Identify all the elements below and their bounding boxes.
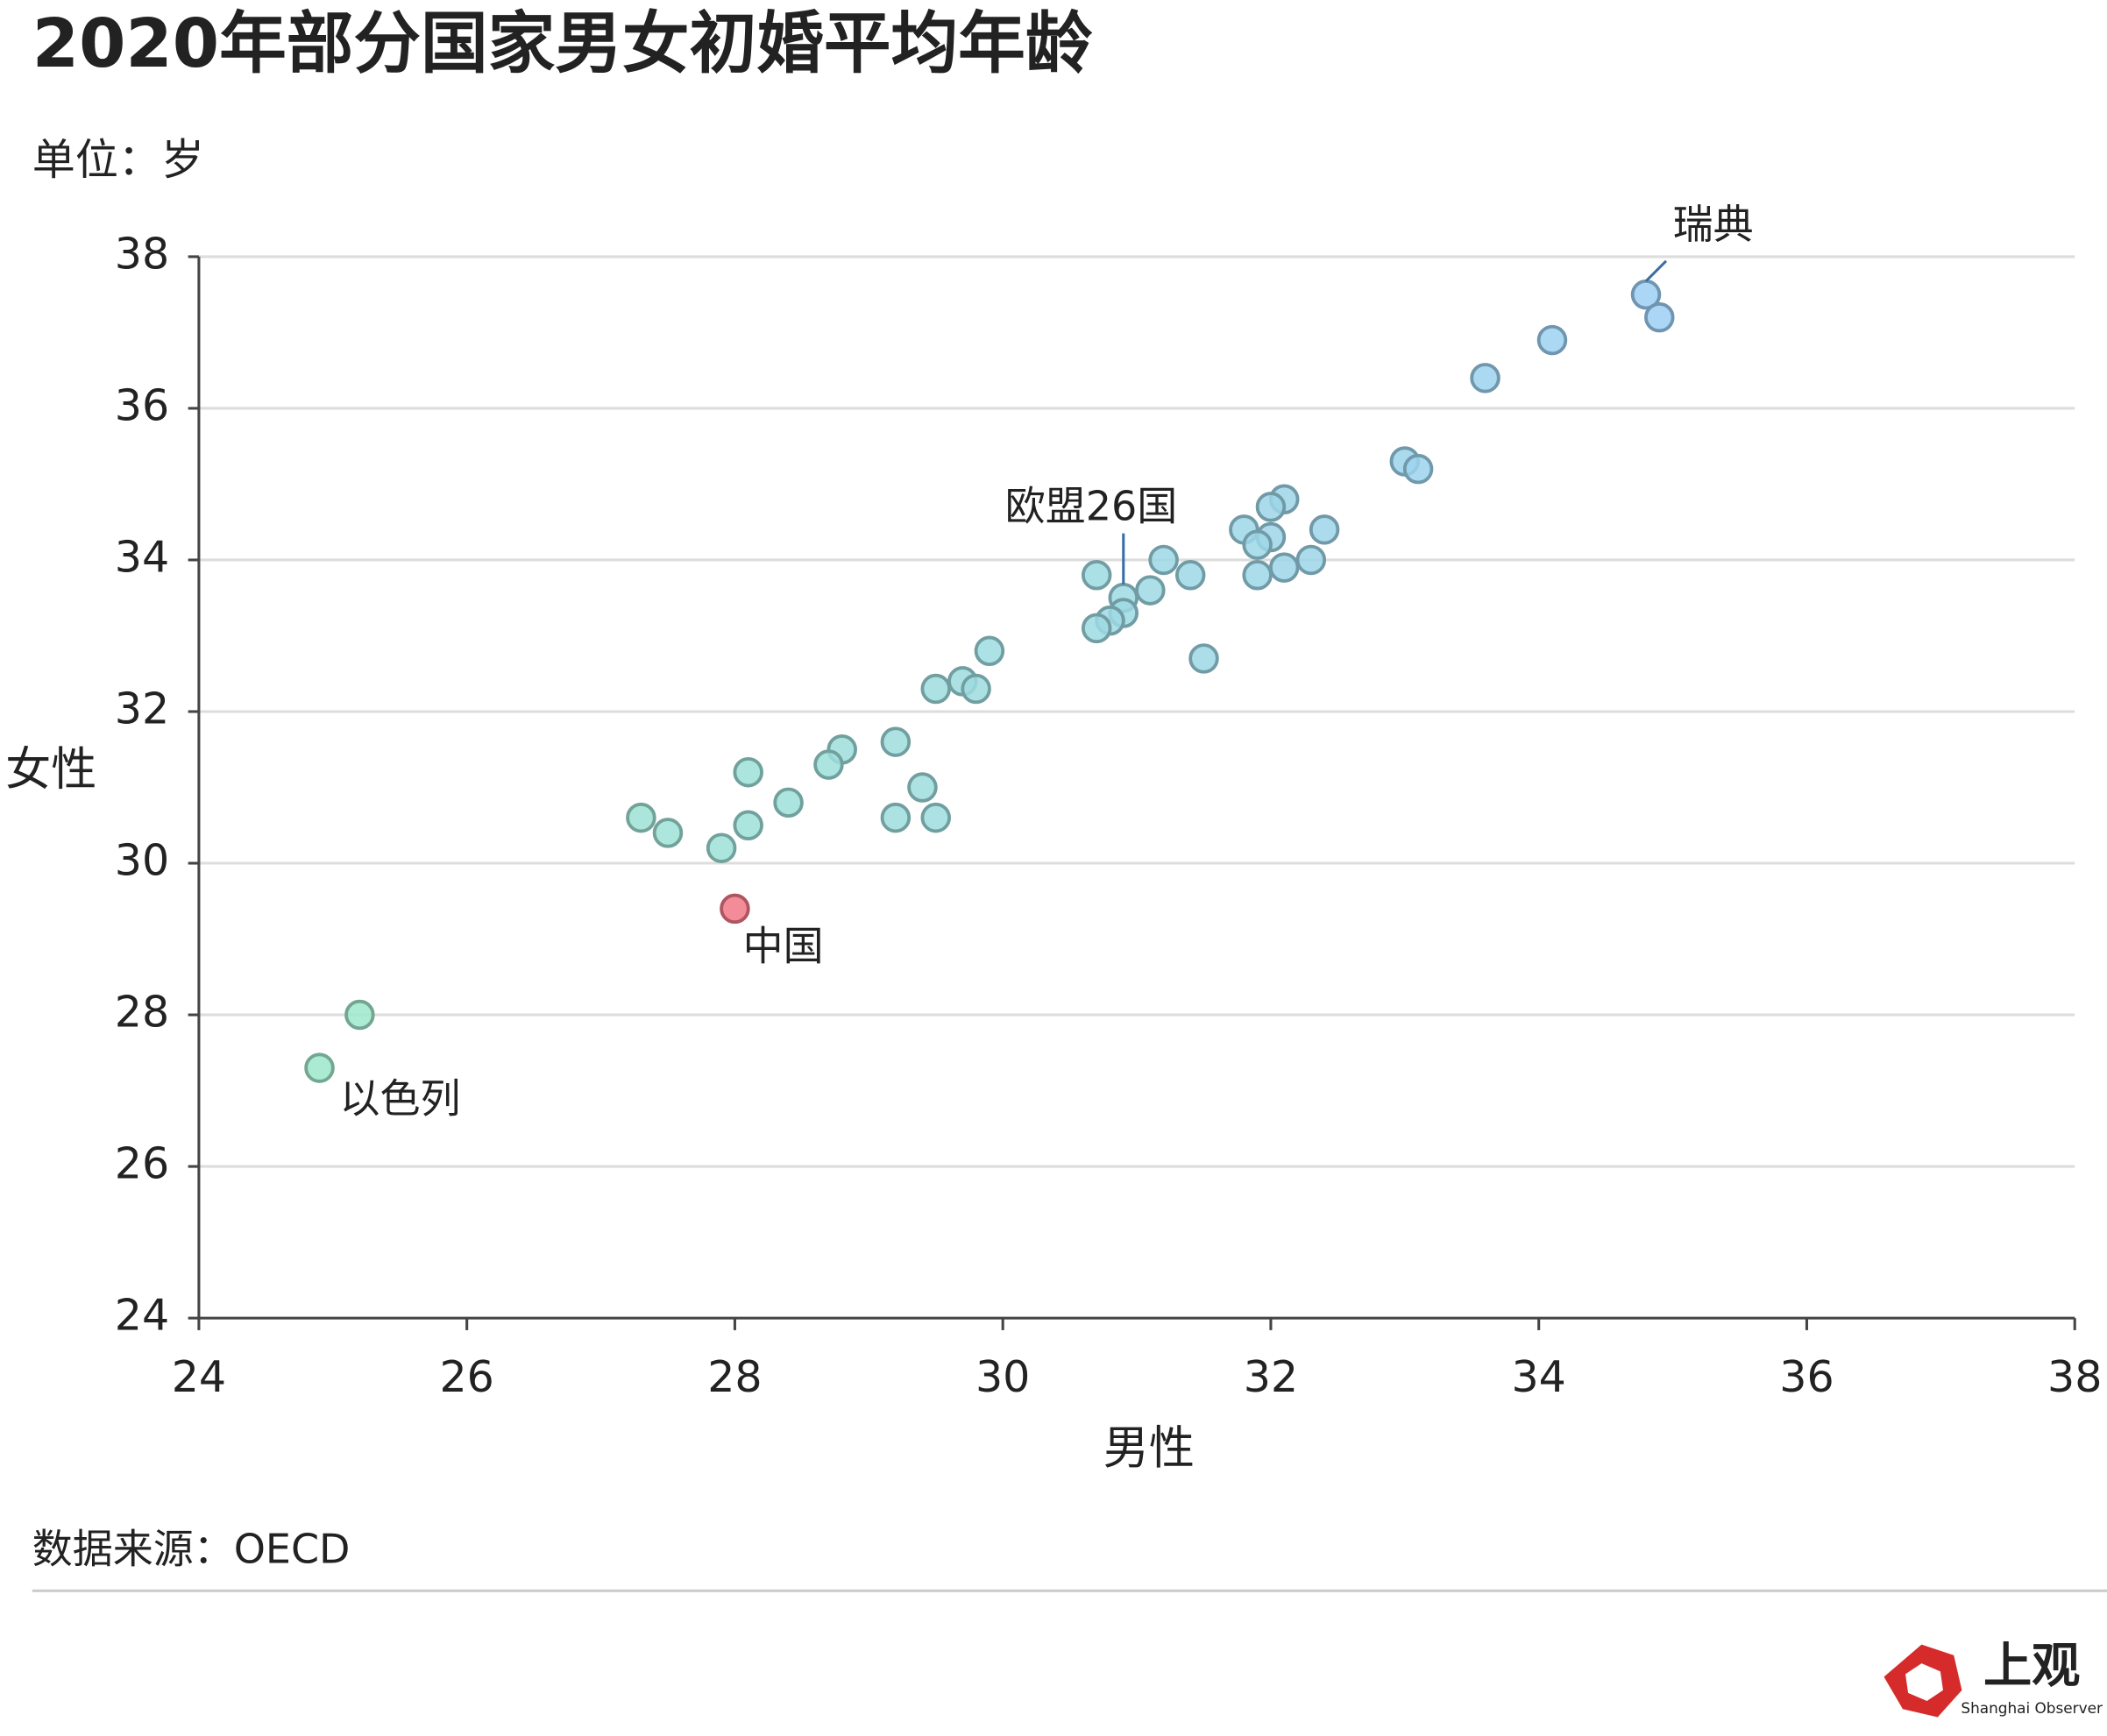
- point: [880, 726, 912, 757]
- y-tick-label: 28: [115, 987, 169, 1038]
- point: [1268, 552, 1300, 583]
- point: [344, 999, 375, 1031]
- point: [773, 787, 804, 818]
- point: [733, 756, 763, 788]
- point: [1135, 575, 1166, 606]
- point: [1309, 514, 1340, 545]
- x-tick-label: 30: [975, 1351, 1030, 1402]
- point: [1148, 544, 1179, 576]
- point: [733, 810, 763, 841]
- x-tick-label: 34: [1511, 1351, 1565, 1402]
- logo-mark-inner: [1905, 1663, 1943, 1702]
- point: [1242, 529, 1273, 560]
- point: [706, 833, 737, 863]
- point: [1081, 560, 1112, 591]
- y-tick-label: 36: [115, 379, 169, 430]
- y-tick-label: 38: [115, 228, 169, 279]
- x-tick-label: 32: [1244, 1351, 1298, 1402]
- x-tick-label: 26: [439, 1351, 493, 1402]
- point: [920, 673, 951, 705]
- point: [626, 802, 656, 833]
- point: [304, 1052, 335, 1083]
- y-tick-label: 30: [115, 835, 169, 886]
- point: [974, 635, 1005, 667]
- point: [920, 802, 951, 833]
- logo-subtext: Shanghai Observer: [1961, 1699, 2103, 1717]
- point: [1081, 613, 1112, 644]
- logo-text: 上观: [1983, 1638, 2080, 1694]
- point-label: 中国: [743, 922, 824, 969]
- point: [1242, 560, 1273, 591]
- point: [652, 818, 684, 848]
- x-tick-label: 28: [707, 1351, 762, 1402]
- x-tick-label: 24: [172, 1351, 226, 1402]
- leader-line: [1644, 259, 1668, 282]
- point-label: 以色列: [339, 1074, 460, 1122]
- y-tick-label: 26: [115, 1138, 169, 1189]
- y-tick-label: 34: [115, 531, 169, 582]
- y-tick-label: 24: [115, 1290, 169, 1341]
- source: 数据来源：OECD: [32, 1525, 351, 1572]
- point: [1188, 643, 1219, 674]
- y-tick-label: 32: [115, 683, 169, 733]
- x-axis-label: 男性: [1103, 1422, 1195, 1475]
- point-label: 瑞典: [1673, 201, 1754, 248]
- point: [907, 772, 938, 803]
- point: [720, 893, 750, 925]
- point: [813, 749, 844, 780]
- point: [961, 673, 991, 705]
- point: [880, 802, 912, 833]
- point-label: 欧盟26国: [1005, 483, 1177, 530]
- point: [1536, 324, 1568, 356]
- point: [1470, 363, 1500, 393]
- point: [1174, 560, 1206, 591]
- point: [1402, 453, 1434, 485]
- y-axis-label: 女性: [5, 744, 96, 797]
- unit-label: 单位：岁: [32, 134, 204, 185]
- x-tick-label: 36: [1779, 1351, 1834, 1402]
- point: [1255, 492, 1287, 522]
- logo: 上观 Shanghai Observer: [1884, 1638, 2103, 1718]
- x-tick-label: 38: [2047, 1351, 2102, 1402]
- point: [1295, 544, 1327, 576]
- chart-title: 2020年部分国家男女初婚平均年龄: [32, 5, 1093, 83]
- point: [1644, 301, 1675, 333]
